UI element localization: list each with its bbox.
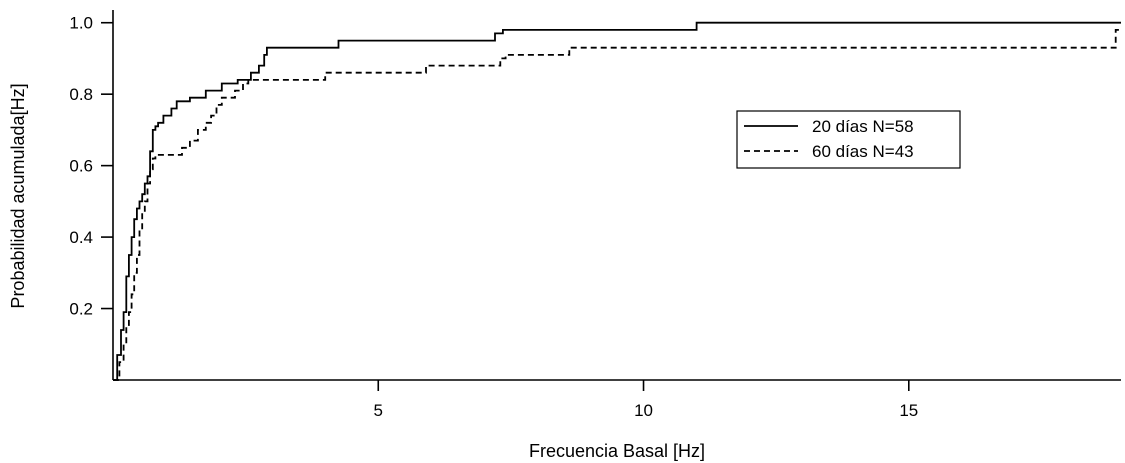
y-tick-label: 0.8	[69, 85, 93, 104]
x-tick-label: 15	[899, 401, 918, 420]
x-axis-title: Frecuencia Basal [Hz]	[529, 441, 705, 461]
y-tick-label: 0.4	[69, 228, 93, 247]
legend-box	[736, 110, 961, 169]
plot-area	[113, 21, 1121, 381]
legend-label-20-dias: 20 días N=58	[812, 117, 914, 136]
legend: 20 días N=58 60 días N=43	[736, 110, 961, 169]
y-tick-label: 0.6	[69, 157, 93, 176]
x-tick-label: 10	[634, 401, 653, 420]
y-tick-label: 0.2	[69, 300, 93, 319]
x-tick-label: 5	[374, 401, 383, 420]
series-line-1	[113, 29, 1121, 381]
series-line-0	[113, 21, 1121, 381]
y-tick-label: 1.0	[69, 14, 93, 33]
axes: 0.2 0.4 0.6 0.8 1.0 5 10 15	[69, 10, 1121, 420]
y-axis-title: Probabilidad acumulada[Hz]	[8, 83, 28, 308]
legend-label-60-dias: 60 días N=43	[812, 142, 914, 161]
